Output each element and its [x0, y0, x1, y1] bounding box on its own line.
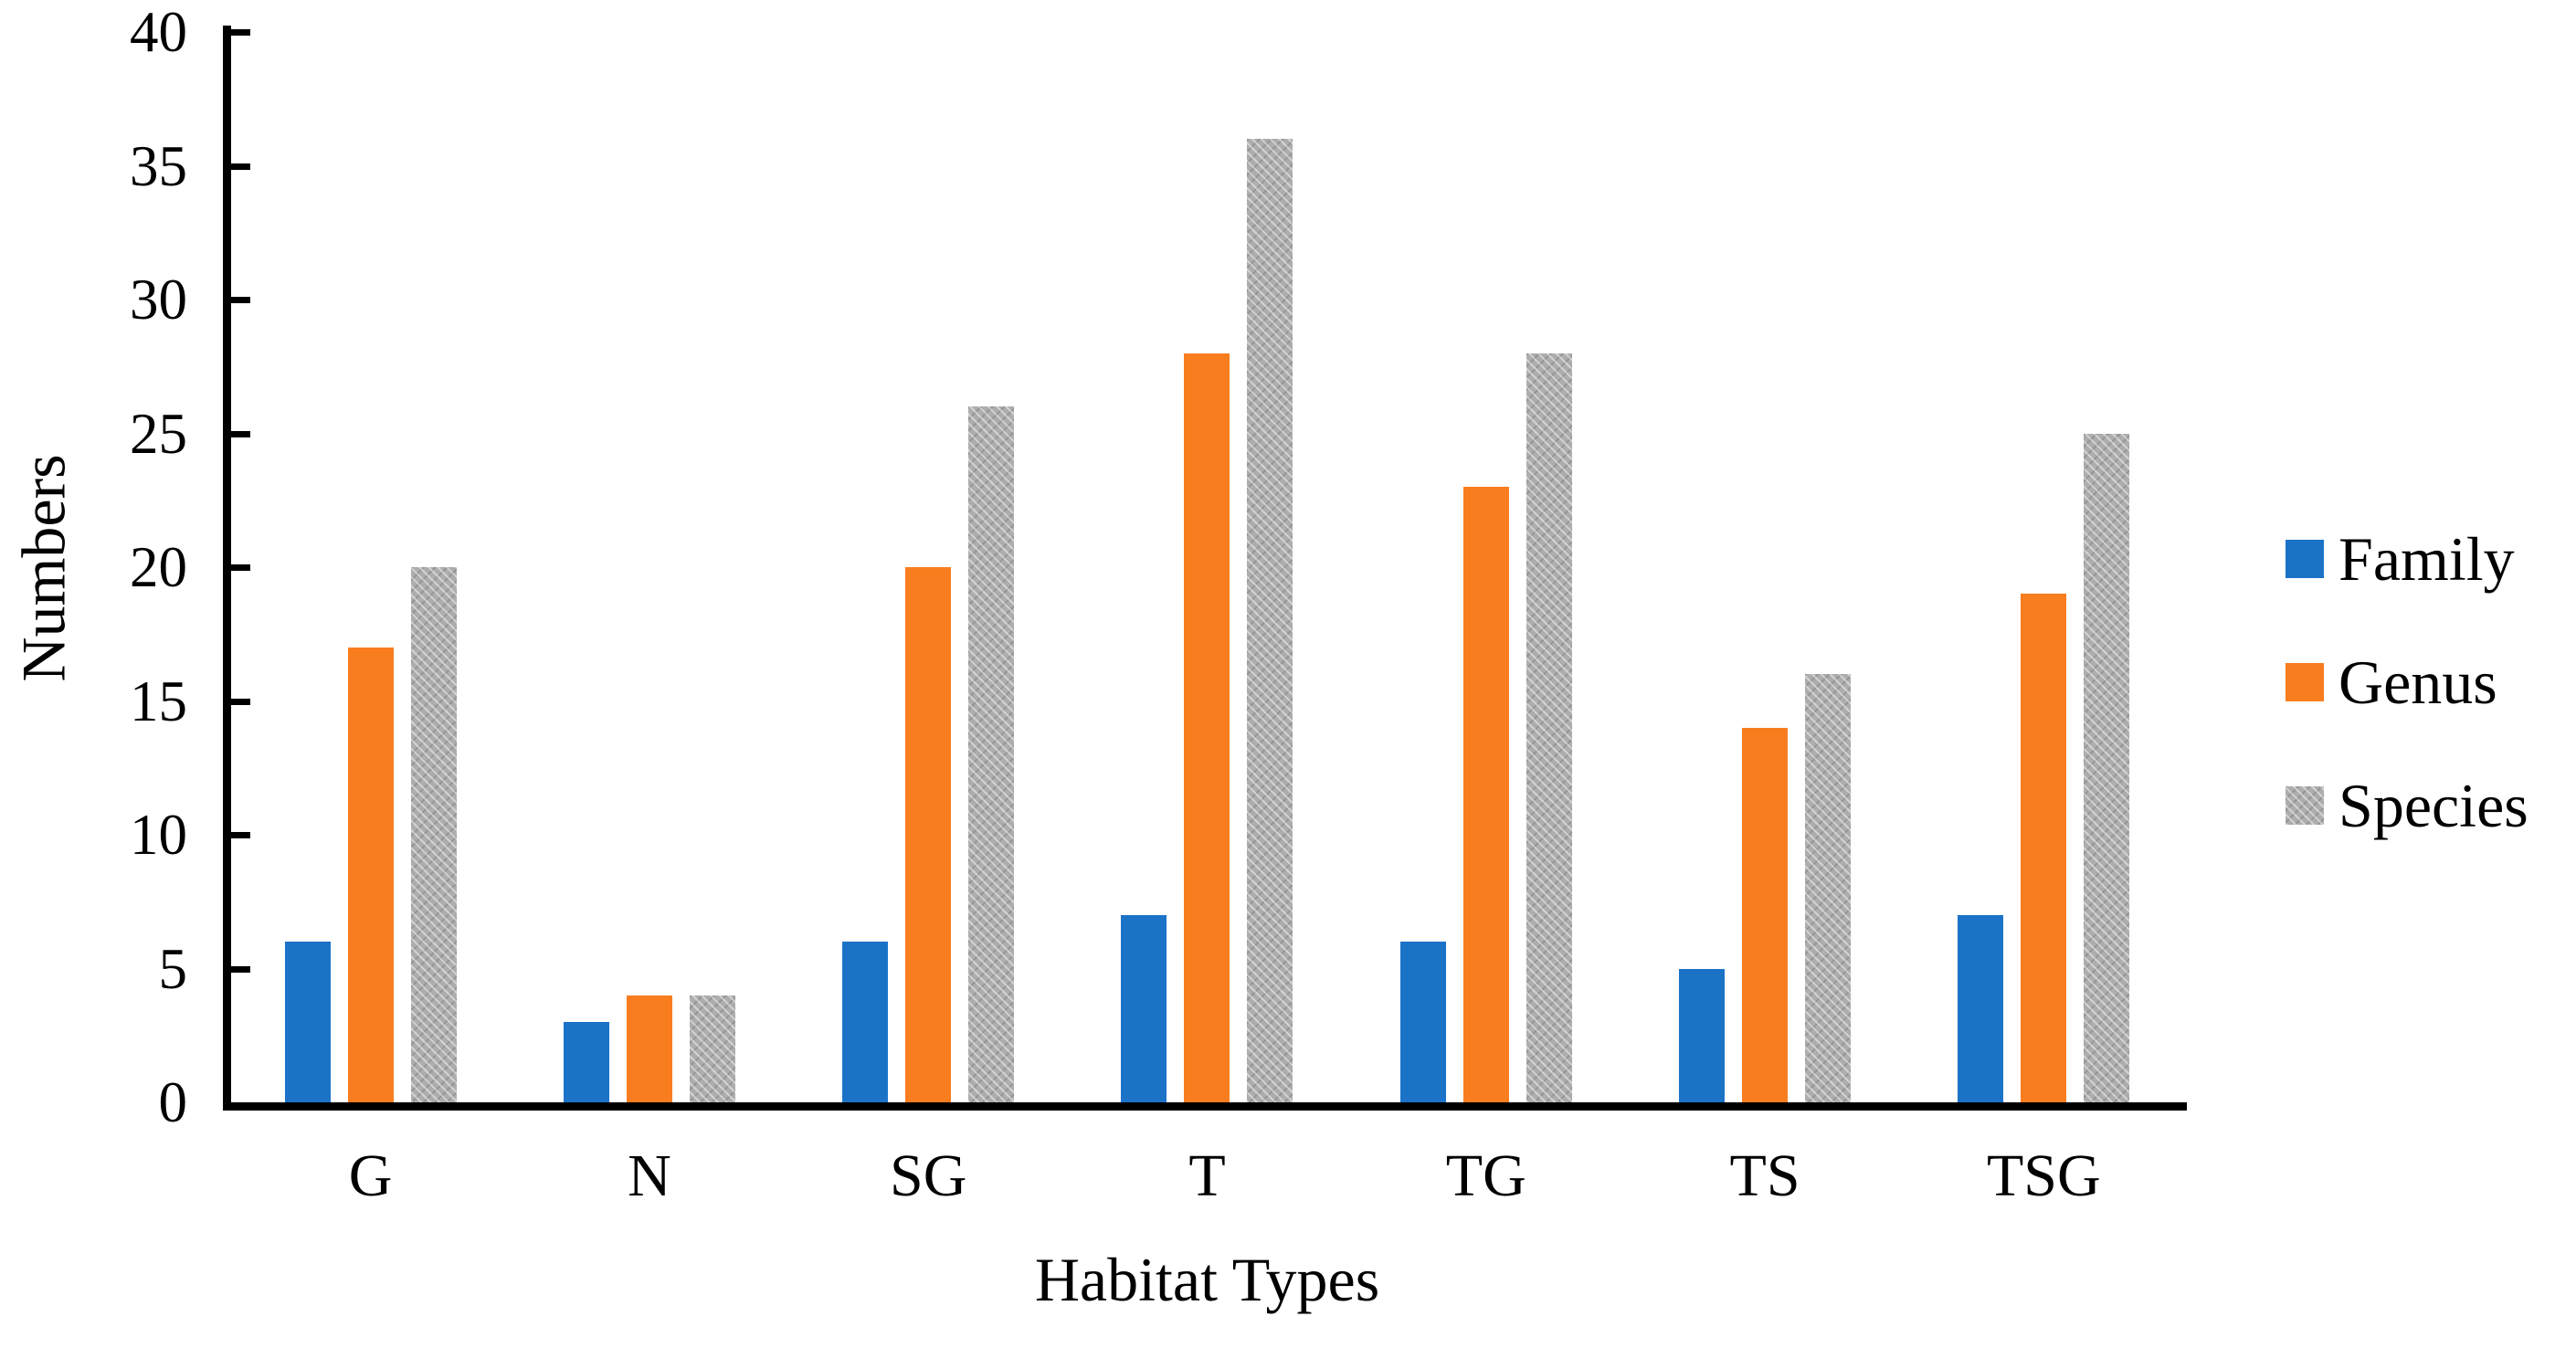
plot-area	[231, 32, 2183, 1102]
y-tick-label-0: 0	[158, 1070, 188, 1134]
legend: Family Genus Species	[2286, 522, 2528, 842]
y-tick-30	[231, 297, 250, 303]
x-category-label-ts: TS	[1729, 1143, 1800, 1209]
bar-species-tsg	[2084, 433, 2130, 1102]
y-tick-10	[231, 832, 250, 838]
bar-genus-tg	[1462, 487, 1509, 1102]
x-category-label-tsg: TSG	[1986, 1143, 2101, 1209]
y-tick-label-25: 25	[130, 401, 187, 466]
legend-swatch-family-icon	[2286, 540, 2324, 578]
bar-family-sg	[842, 942, 889, 1102]
bar-group-n	[510, 32, 788, 1102]
bar-family-ts	[1679, 968, 1726, 1102]
legend-item-family: Family	[2286, 522, 2528, 595]
bar-group-sg	[789, 32, 1068, 1102]
y-tick-35	[231, 163, 250, 170]
x-category-label-t: T	[1188, 1143, 1226, 1209]
bar-family-n	[563, 1022, 609, 1102]
bar-family-t	[1121, 914, 1167, 1102]
y-tick-label-5: 5	[158, 936, 188, 1001]
x-category-label-tg: TG	[1445, 1143, 1526, 1209]
bar-species-sg	[968, 406, 1015, 1102]
y-tick-5	[231, 965, 250, 973]
y-tick-label-30: 30	[130, 268, 187, 332]
x-axis-title: Habitat Types	[1034, 1245, 1380, 1314]
x-axis-category-labels: G N SG T TG TS TSG	[231, 1140, 2183, 1213]
bar-species-ts	[1805, 674, 1852, 1102]
y-tick-40	[231, 29, 250, 36]
bar-genus-n	[626, 995, 672, 1102]
y-tick-20	[231, 564, 250, 571]
y-axis-line	[223, 26, 231, 1111]
bar-group-g	[231, 32, 510, 1102]
y-tick-15	[231, 698, 250, 705]
y-tick-label-20: 20	[130, 535, 187, 599]
bar-species-tg	[1526, 353, 1572, 1102]
y-tick-label-15: 15	[130, 669, 187, 733]
legend-swatch-species-icon	[2286, 786, 2324, 825]
legend-item-genus: Genus	[2286, 646, 2528, 719]
x-category-label-g: G	[348, 1143, 393, 1209]
x-axis-line	[223, 1102, 2187, 1111]
bar-family-tg	[1399, 942, 1446, 1102]
y-tick-label-35: 35	[130, 133, 187, 198]
bar-genus-sg	[905, 567, 952, 1102]
bar-family-g	[284, 942, 331, 1102]
bar-species-n	[689, 995, 735, 1102]
y-tick-label-10: 10	[130, 803, 187, 867]
bar-group-tsg	[1905, 32, 2183, 1102]
bar-group-tg	[1346, 32, 1625, 1102]
y-tick-25	[231, 430, 250, 437]
bar-family-tsg	[1958, 914, 2004, 1102]
legend-label-species: Species	[2338, 771, 2528, 840]
bar-genus-tsg	[2021, 594, 2067, 1102]
legend-label-family: Family	[2338, 524, 2515, 594]
bar-species-g	[410, 567, 457, 1102]
bar-genus-g	[347, 647, 394, 1102]
bar-group-t	[1068, 32, 1346, 1102]
bar-group-ts	[1625, 32, 1904, 1102]
bar-genus-t	[1184, 353, 1230, 1102]
x-category-label-n: N	[628, 1143, 671, 1209]
y-axis-title: Numbers	[8, 454, 79, 682]
y-tick-label-40: 40	[130, 0, 187, 64]
bar-species-t	[1247, 139, 1293, 1102]
legend-swatch-genus-icon	[2286, 663, 2324, 701]
legend-label-genus: Genus	[2338, 648, 2497, 717]
x-category-label-sg: SG	[890, 1143, 967, 1209]
bar-genus-ts	[1742, 727, 1789, 1102]
legend-item-species: Species	[2286, 769, 2528, 842]
